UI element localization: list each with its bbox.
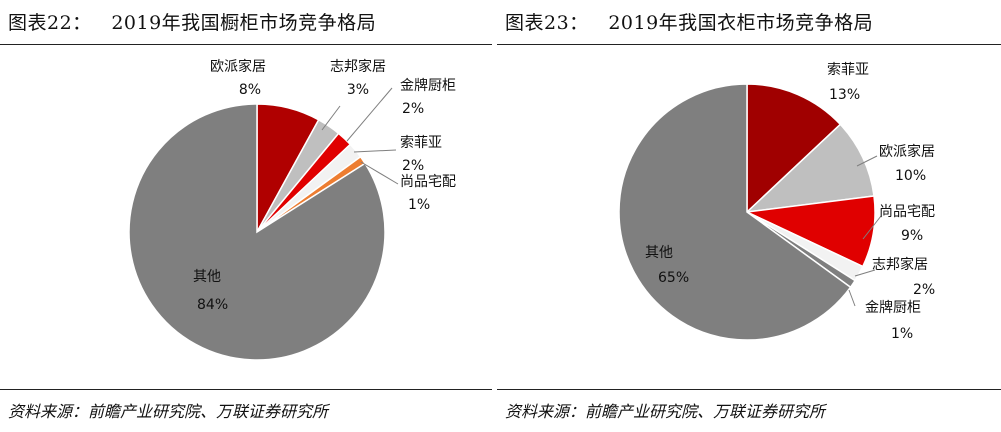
slice-label: 欧派家居 — [879, 143, 935, 160]
leader-line — [848, 289, 856, 307]
chart-panel-wardrobes: 图表23： 2019年我国衣柜市场竞争格局 索菲亚 13% 欧派家居 10% 尚品宅配 9… — [497, 0, 1001, 432]
slice-value-label: 8% — [239, 82, 261, 98]
leader-line — [321, 105, 341, 131]
leader-line — [862, 215, 882, 240]
chart-panel-cabinets: 图表22： 2019年我国橱柜市场竞争格局 欧派家居 8% 志邦家居 3% 金牌厨柜 2%… — [0, 0, 492, 432]
slice-value-label: 2% — [402, 101, 424, 117]
slice-label: 其他 — [645, 245, 673, 261]
slice-label: 金牌厨柜 — [400, 77, 456, 94]
slice-value-label: 13% — [829, 87, 860, 103]
top-rule — [497, 44, 1001, 45]
leader-line — [360, 161, 399, 185]
figure-label: 图表22： — [8, 12, 92, 34]
chart-title-text: 2019年我国衣柜市场竞争格局 — [608, 12, 874, 34]
source-note: 资料来源：前瞻产业研究院、万联证券研究所 — [505, 402, 826, 421]
slice-value-label: 1% — [891, 326, 913, 342]
slice-label: 欧派家居 — [210, 58, 266, 75]
pie-slice — [618, 83, 852, 341]
top-rule — [0, 44, 492, 45]
slice-label: 尚品宅配 — [879, 204, 935, 220]
slice-label: 其他 — [193, 269, 221, 285]
leader-line — [346, 87, 393, 142]
leader-line — [854, 269, 876, 277]
slice-value-label: 84% — [197, 297, 228, 313]
slice-value-label: 1% — [408, 197, 430, 213]
slice-label: 金牌厨柜 — [865, 299, 921, 316]
slice-value-label: 2% — [402, 158, 424, 174]
pie-slice — [128, 103, 386, 361]
chart-title: 图表22： 2019年我国橱柜市场竞争格局 — [8, 8, 376, 35]
slice-label: 志邦家居 — [872, 256, 928, 273]
pie-slice — [746, 83, 842, 214]
slice-value-label: 65% — [658, 270, 689, 286]
slice-label: 索菲亚 — [400, 134, 442, 151]
slice-label: 索菲亚 — [827, 61, 869, 78]
slice-value-label: 9% — [901, 228, 923, 244]
leader-line — [353, 149, 397, 153]
slice-label: 尚品宅配 — [400, 174, 456, 190]
slice-value-label: 3% — [347, 82, 369, 98]
pie-slice — [744, 123, 875, 214]
source-note: 资料来源：前瞻产业研究院、万联证券研究所 — [8, 402, 329, 421]
leader-line — [856, 155, 878, 167]
slice-value-label: 10% — [895, 168, 926, 184]
slice-label: 志邦家居 — [330, 58, 386, 75]
chart-title-text: 2019年我国橱柜市场竞争格局 — [111, 12, 377, 34]
chart-title: 图表23： 2019年我国衣柜市场竞争格局 — [505, 8, 873, 35]
pie-chart-wardrobes: 索菲亚 13% 欧派家居 10% 尚品宅配 9% 志邦家居 2%金牌厨柜 1% 其他 65% — [618, 61, 935, 342]
slice-value-label: 2% — [913, 282, 935, 298]
bottom-rule — [0, 389, 492, 390]
bottom-rule — [497, 389, 1001, 390]
figure-label: 图表23： — [505, 12, 589, 34]
